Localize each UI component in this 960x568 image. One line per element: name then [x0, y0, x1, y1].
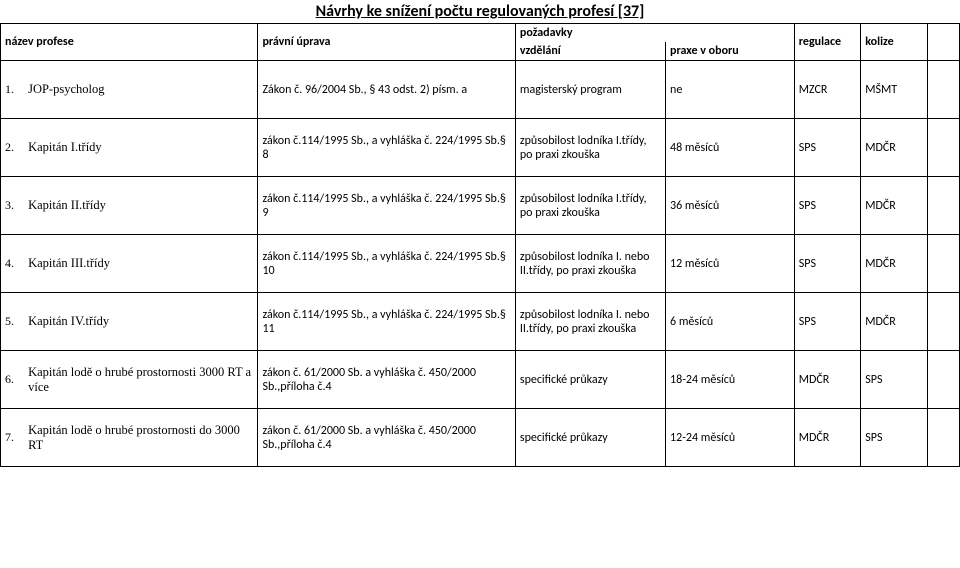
table-row: 5. Kapitán IV.třídy zákon č.114/1995 Sb.…: [1, 293, 960, 351]
row-law: zákon č.114/1995 Sb., a vyhláška č. 224/…: [258, 235, 515, 293]
table-row: 3. Kapitán II.třídy zákon č.114/1995 Sb.…: [1, 177, 960, 235]
row-tail: [927, 61, 959, 119]
row-prax: 36 měsíců: [666, 177, 795, 235]
row-name: Kapitán III.třídy: [24, 235, 258, 293]
row-kol: MŠMT: [861, 61, 928, 119]
row-reg: MZCR: [794, 61, 861, 119]
row-number: 5.: [1, 293, 25, 351]
header-tail: [927, 24, 959, 61]
row-reg: SPS: [794, 235, 861, 293]
row-kol: SPS: [861, 351, 928, 409]
row-law: zákon č.114/1995 Sb., a vyhláška č. 224/…: [258, 119, 515, 177]
table-row: 7. Kapitán lodě o hrubé prostornosti do …: [1, 409, 960, 467]
row-law: zákon č. 61/2000 Sb. a vyhláška č. 450/2…: [258, 351, 515, 409]
row-edu: magisterský program: [515, 61, 665, 119]
table-row: 2. Kapitán I.třídy zákon č.114/1995 Sb.,…: [1, 119, 960, 177]
row-name: Kapitán lodě o hrubé prostornosti 3000 R…: [24, 351, 258, 409]
row-name: Kapitán II.třídy: [24, 177, 258, 235]
row-number: 7.: [1, 409, 25, 467]
table-row: 1. JOP-psycholog Zákon č. 96/2004 Sb., §…: [1, 61, 960, 119]
row-tail: [927, 409, 959, 467]
row-name: Kapitán IV.třídy: [24, 293, 258, 351]
row-prax: 12-24 měsíců: [666, 409, 795, 467]
row-edu: specifické průkazy: [515, 351, 665, 409]
row-law: zákon č.114/1995 Sb., a vyhláška č. 224/…: [258, 177, 515, 235]
row-edu: způsobilost lodníka I.třídy, po praxi zk…: [515, 177, 665, 235]
row-name: Kapitán lodě o hrubé prostornosti do 300…: [24, 409, 258, 467]
row-tail: [927, 351, 959, 409]
row-number: 1.: [1, 61, 25, 119]
page-title: Návrhy ke snížení počtu regulovaných pro…: [0, 0, 960, 23]
row-prax: 6 měsíců: [666, 293, 795, 351]
row-number: 4.: [1, 235, 25, 293]
row-tail: [927, 119, 959, 177]
row-reg: MDČR: [794, 409, 861, 467]
row-reg: SPS: [794, 293, 861, 351]
document-page: Návrhy ke snížení počtu regulovaných pro…: [0, 0, 960, 467]
header-regulace: regulace: [794, 24, 861, 61]
row-kol: MDČR: [861, 235, 928, 293]
row-reg: MDČR: [794, 351, 861, 409]
row-prax: 18-24 měsíců: [666, 351, 795, 409]
table-row: 4. Kapitán III.třídy zákon č.114/1995 Sb…: [1, 235, 960, 293]
row-name: Kapitán I.třídy: [24, 119, 258, 177]
row-number: 3.: [1, 177, 25, 235]
table-header-row-1: název profese právní úprava požadavky re…: [1, 24, 960, 43]
professions-table: název profese právní úprava požadavky re…: [0, 23, 960, 467]
row-law: Zákon č. 96/2004 Sb., § 43 odst. 2) písm…: [258, 61, 515, 119]
row-prax: 12 měsíců: [666, 235, 795, 293]
row-tail: [927, 293, 959, 351]
header-kolize: kolize: [861, 24, 928, 61]
row-name: JOP-psycholog: [24, 61, 258, 119]
row-number: 6.: [1, 351, 25, 409]
table-row: 6. Kapitán lodě o hrubé prostornosti 300…: [1, 351, 960, 409]
row-tail: [927, 235, 959, 293]
row-reg: SPS: [794, 177, 861, 235]
row-tail: [927, 177, 959, 235]
row-prax: 48 měsíců: [666, 119, 795, 177]
row-kol: SPS: [861, 409, 928, 467]
row-kol: MDČR: [861, 293, 928, 351]
row-edu: způsobilost lodníka I. nebo II.třídy, po…: [515, 293, 665, 351]
header-praxe: praxe v oboru: [666, 42, 795, 61]
row-law: zákon č.114/1995 Sb., a vyhláška č. 224/…: [258, 293, 515, 351]
header-vzdelani: vzdělání: [515, 42, 665, 61]
row-kol: MDČR: [861, 177, 928, 235]
row-kol: MDČR: [861, 119, 928, 177]
row-edu: specifické průkazy: [515, 409, 665, 467]
row-edu: způsobilost lodníka I.třídy, po praxi zk…: [515, 119, 665, 177]
header-pozadavky: požadavky: [515, 24, 794, 43]
header-pravni: právní úprava: [258, 24, 515, 61]
header-nazev: název profese: [1, 24, 258, 61]
row-edu: způsobilost lodníka I. nebo II.třídy, po…: [515, 235, 665, 293]
row-law: zákon č. 61/2000 Sb. a vyhláška č. 450/2…: [258, 409, 515, 467]
row-number: 2.: [1, 119, 25, 177]
row-prax: ne: [666, 61, 795, 119]
row-reg: SPS: [794, 119, 861, 177]
